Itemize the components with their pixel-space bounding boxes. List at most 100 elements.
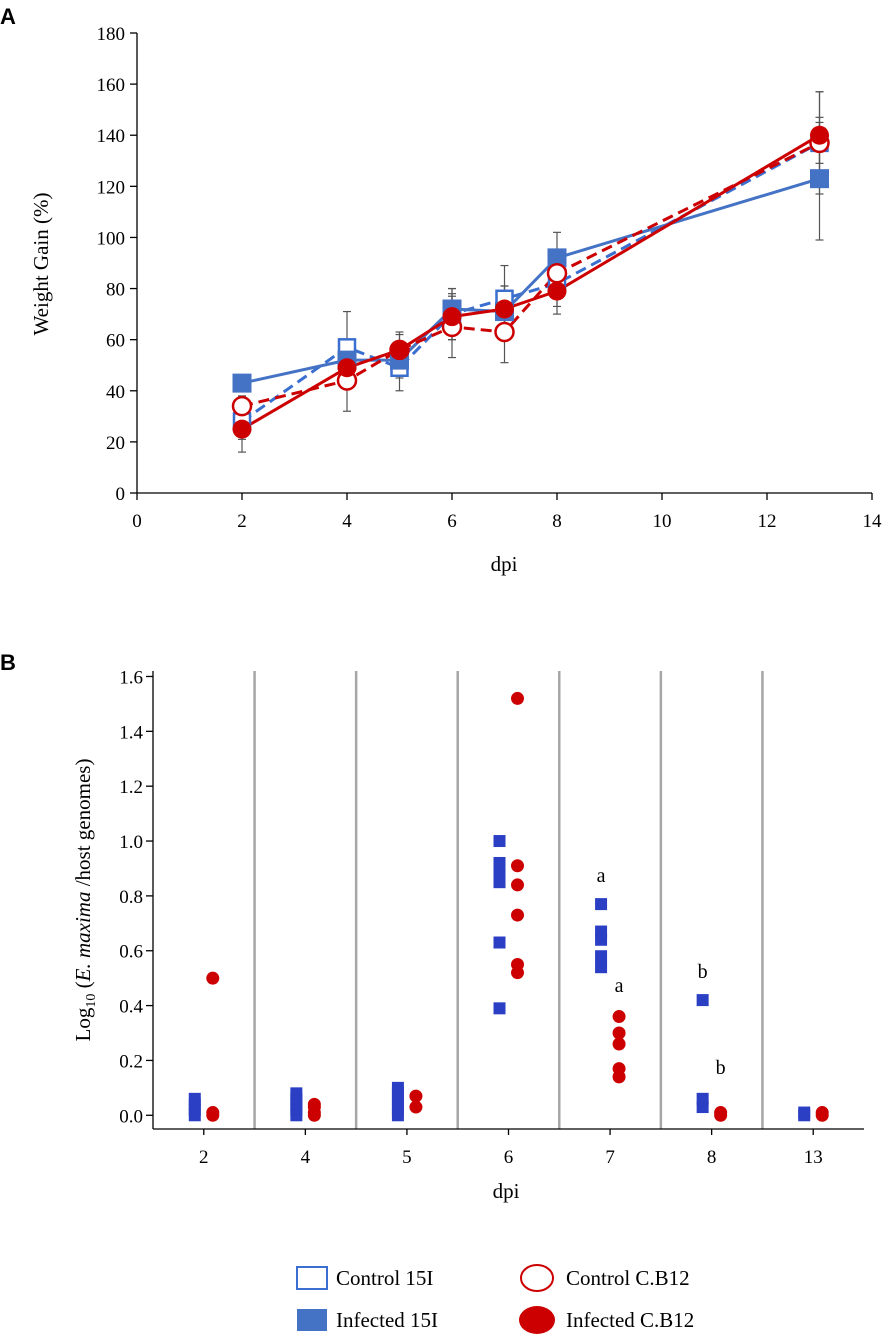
significance-letter: b	[698, 961, 708, 983]
legend-marker	[519, 1306, 555, 1334]
data-point	[495, 299, 514, 319]
legend-label: Control C.B12	[566, 1266, 690, 1290]
x-axis-title: dpi	[491, 552, 518, 576]
x-tick-label: 5	[402, 1147, 412, 1168]
x-tick-label: 10	[653, 511, 672, 532]
data-point	[206, 1106, 220, 1120]
series-line	[241, 141, 821, 408]
data-point	[442, 307, 462, 327]
x-tick-label: 13	[804, 1147, 823, 1168]
y-tick-label: 160	[97, 75, 126, 96]
data-point	[231, 395, 253, 417]
significance-letter: b	[716, 1057, 726, 1079]
legend-label: Infected 15I	[336, 1308, 438, 1332]
data-point	[232, 373, 252, 393]
legend: Control 15I Control C.B12 Infected 15I Infe…	[296, 1264, 694, 1334]
y-tick-label: 0.0	[119, 1106, 143, 1127]
y-axis-title: Log10 (E. maxima /host genomes)	[71, 759, 99, 1042]
data-point	[494, 321, 515, 343]
data-point	[493, 867, 506, 880]
data-point	[493, 856, 506, 869]
data-point	[409, 1089, 423, 1103]
legend-label: Infected C.B12	[566, 1308, 694, 1332]
significance-letter: a	[597, 865, 606, 887]
data-point	[595, 950, 608, 963]
x-tick-label: 8	[707, 1147, 717, 1168]
significance-letter: a	[615, 975, 624, 997]
y-tick-label: 1.0	[119, 832, 143, 853]
y-tick-label: 180	[97, 24, 126, 45]
data-point	[810, 125, 829, 145]
y-tick-label: 40	[106, 382, 125, 403]
y-tick-label: 120	[97, 177, 126, 198]
y-axis-title: Weight Gain (%)	[29, 193, 53, 336]
data-point	[810, 169, 829, 189]
y-axis-title-rest: /host genomes)	[71, 759, 95, 892]
data-point	[307, 1097, 321, 1111]
x-tick-label: 0	[132, 511, 142, 532]
y-tick-label: 20	[106, 433, 125, 454]
data-point	[337, 358, 357, 378]
data-point	[714, 1106, 728, 1120]
data-point	[595, 925, 608, 938]
data-point	[409, 1100, 423, 1114]
x-tick-label: 7	[605, 1147, 615, 1168]
y-tick-label: 0	[116, 484, 126, 505]
x-tick-label: 14	[863, 511, 883, 532]
data-point	[493, 835, 506, 848]
data-point	[696, 1092, 709, 1105]
data-point	[612, 1037, 626, 1051]
y-tick-label: 0.8	[119, 887, 143, 908]
y-tick-label: 60	[106, 331, 125, 352]
data-point	[206, 971, 220, 985]
x-tick-label: 6	[504, 1147, 514, 1168]
data-point	[595, 898, 608, 911]
data-point	[511, 878, 524, 892]
data-point	[547, 281, 567, 301]
data-point	[290, 1087, 303, 1100]
x-tick-label: 6	[447, 511, 457, 532]
y-tick-label: 0.6	[119, 942, 143, 963]
data-point	[696, 994, 709, 1007]
x-tick-label: 8	[552, 511, 562, 532]
data-point	[493, 936, 506, 949]
data-point	[232, 419, 252, 439]
data-point	[390, 340, 409, 360]
data-point	[595, 961, 608, 974]
panel-label-a: A	[0, 4, 16, 29]
y-tick-label: 0.4	[119, 997, 143, 1018]
y-tick-label: 100	[97, 228, 126, 249]
y-tick-label: 0.2	[119, 1051, 143, 1072]
panel-a-line-chart: 0 20 40 60 80 100 120 140 160 180 0 2 4 6 8 10 12 14 dpi We…	[29, 24, 882, 576]
data-point	[188, 1092, 201, 1105]
data-point	[612, 1026, 626, 1040]
y-tick-label: 80	[106, 280, 125, 301]
data-point	[798, 1106, 811, 1119]
data-point	[493, 1002, 506, 1015]
x-tick-label: 12	[758, 511, 777, 532]
data-point	[511, 691, 524, 705]
x-tick-label: 2	[237, 511, 247, 532]
legend-marker	[520, 1264, 554, 1292]
x-tick-label: 4	[342, 511, 352, 532]
data-point	[511, 957, 524, 971]
y-axis-title-subscript: 10	[84, 994, 99, 1008]
legend-label: Control 15I	[336, 1266, 433, 1290]
x-tick-label: 2	[199, 1147, 209, 1168]
legend-marker	[297, 1309, 327, 1331]
data-point	[815, 1106, 829, 1120]
data-point	[612, 1010, 626, 1024]
y-axis-title-italic: E. maxima	[71, 892, 95, 983]
y-axis-title-prefix: Log	[71, 1007, 95, 1041]
data-point	[546, 262, 568, 284]
legend-marker	[296, 1266, 328, 1290]
x-axis-title: dpi	[493, 1179, 520, 1203]
y-axis-title-paren: (	[71, 981, 95, 993]
series-line	[241, 177, 820, 385]
data-point	[391, 1081, 404, 1094]
y-tick-label: 1.6	[119, 667, 143, 688]
y-tick-label: 1.2	[119, 777, 143, 798]
y-tick-label: 1.4	[119, 722, 143, 743]
data-point	[612, 1062, 626, 1076]
